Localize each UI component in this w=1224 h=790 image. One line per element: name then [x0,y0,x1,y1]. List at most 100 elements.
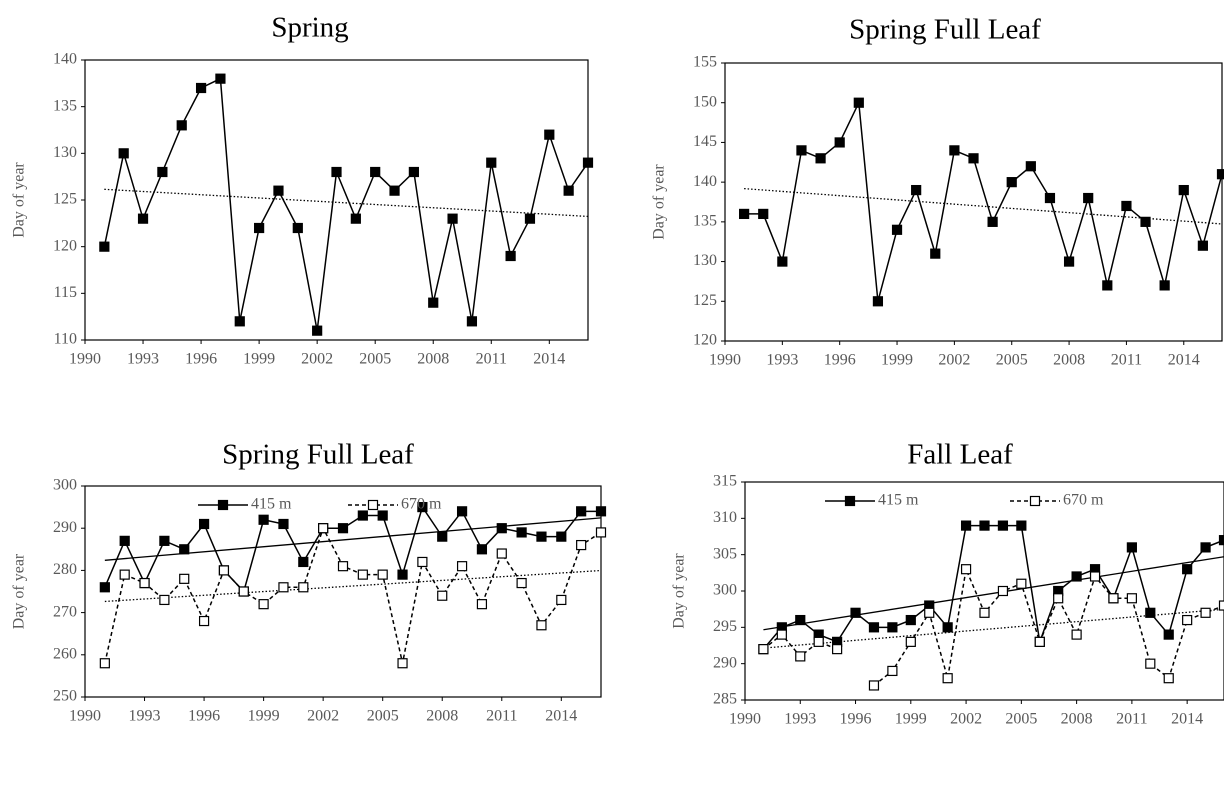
marker [1006,177,1017,188]
marker [872,296,884,307]
marker [813,636,824,647]
marker [357,569,368,580]
marker [1178,184,1189,196]
marker [258,514,269,525]
marker [1159,280,1170,291]
marker [1016,520,1027,531]
marker [758,208,769,220]
x-tick-label: 2005 [1005,711,1037,728]
marker [397,569,408,580]
marker [428,297,439,308]
y-tick-label: 125 [693,292,717,309]
marker [795,614,806,626]
marker [987,216,998,227]
marker [137,213,149,224]
marker [595,527,607,538]
x-tick-label: 1990 [69,708,101,725]
y-tick-label: 135 [693,213,717,230]
marker [911,184,922,196]
x-tick-label: 2011 [486,708,517,725]
marker [99,241,110,252]
x-tick-label: 2008 [426,708,458,725]
marker [198,518,210,530]
x-tick-label: 1996 [824,352,856,369]
y-tick-label: 130 [693,252,717,269]
y-axis-label: Day of year [671,553,688,629]
x-tick-label: 2011 [1111,352,1142,369]
legend-label: 670 m [1063,492,1104,509]
marker [437,531,448,542]
marker [758,644,769,655]
marker [278,582,289,593]
plot-frame [744,481,1224,701]
marker [437,590,448,601]
marker [960,520,972,531]
marker [1218,535,1224,546]
marker [905,614,916,626]
marker [1053,593,1064,604]
marker [99,658,110,669]
marker [1063,256,1075,267]
x-tick-label: 2008 [1053,352,1085,369]
marker [853,97,864,108]
marker [1140,216,1151,227]
marker [968,153,979,164]
chart-title: Spring Full Leaf [849,14,1041,46]
marker [139,577,150,589]
x-tick-label: 2002 [938,352,970,369]
y-tick-label: 290 [713,654,737,671]
y-tick-label: 120 [53,237,77,254]
legend-label: 670 m [401,496,442,513]
x-tick-label: 1999 [248,708,280,725]
x-tick-label: 1999 [243,351,275,368]
y-tick-label: 290 [53,519,77,536]
y-tick-label: 155 [693,54,717,71]
marker [298,582,309,593]
marker [1145,658,1156,669]
chart-title: Spring [271,12,348,44]
y-tick-label: 250 [53,688,77,705]
marker [516,527,527,538]
y-tick-label: 135 [53,97,77,114]
x-tick-label: 2011 [1116,711,1147,728]
marker [1182,564,1193,575]
series-line [104,526,602,664]
y-tick-label: 260 [53,645,77,662]
y-tick-label: 295 [713,618,737,635]
marker [1108,593,1119,604]
trend-line [104,188,589,218]
marker [298,556,309,568]
marker [595,506,607,517]
marker [1126,593,1137,604]
x-tick-label: 2008 [417,351,449,368]
x-tick-label: 2002 [950,711,982,728]
x-tick-label: 1990 [709,352,741,369]
x-tick-label: 2005 [996,352,1028,369]
y-axis-label: Day of year [11,553,28,629]
marker [1102,280,1113,291]
marker [318,523,329,534]
x-tick-label: 1993 [129,708,161,725]
marker [1197,240,1208,251]
marker [536,531,547,542]
marker [905,636,916,647]
chart-title: Spring Full Leaf [222,439,414,471]
marker [119,535,130,546]
marker [99,582,110,593]
y-tick-label: 315 [713,473,737,490]
marker [397,658,408,669]
marker [739,208,750,220]
marker [556,531,567,542]
y-tick-label: 140 [693,173,717,190]
plot-frame [84,59,589,341]
x-tick-label: 1993 [766,352,798,369]
x-tick-label: 1996 [185,351,217,368]
marker [795,651,806,662]
marker [949,145,960,156]
marker [868,622,880,633]
marker [868,680,880,691]
marker [370,166,381,178]
legend-label: 415 m [251,496,292,513]
